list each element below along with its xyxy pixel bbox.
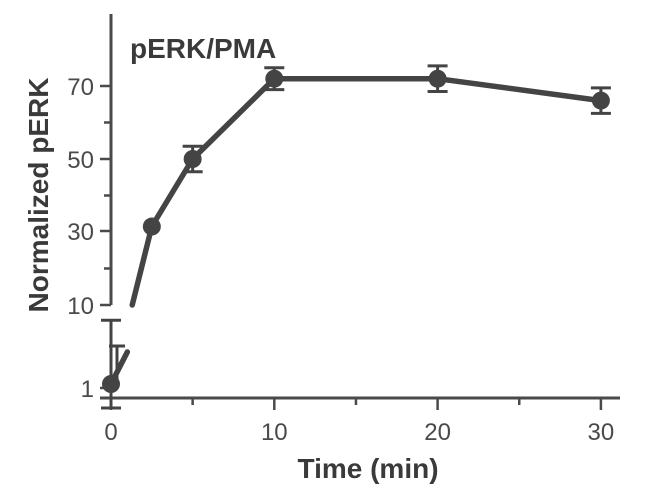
data-point	[142, 217, 161, 236]
x-tick-label: 0	[104, 419, 117, 446]
x-tick-label: 10	[261, 419, 288, 446]
data-point	[591, 91, 610, 110]
series-marks	[101, 64, 611, 410]
data-point	[265, 69, 284, 88]
x-tick-label: 20	[424, 419, 451, 446]
chart-title: pERK/PMA	[130, 33, 276, 64]
y-tick-label: 30	[67, 219, 94, 246]
y-tick-label: 10	[67, 293, 94, 320]
y-tick-label: 1	[81, 376, 94, 403]
axes: 1 10 30 50 70 0 10 20 30	[67, 14, 620, 446]
data-point	[428, 69, 447, 88]
y-tick-label: 50	[67, 147, 94, 174]
y-tick-label: 70	[67, 74, 94, 101]
series-line	[129, 75, 604, 308]
data-point	[183, 150, 202, 168]
y-axis-title: Normalized pERK	[23, 78, 54, 313]
x-axis-title: Time (min)	[297, 453, 438, 484]
x-tick-label: 30	[588, 419, 615, 446]
